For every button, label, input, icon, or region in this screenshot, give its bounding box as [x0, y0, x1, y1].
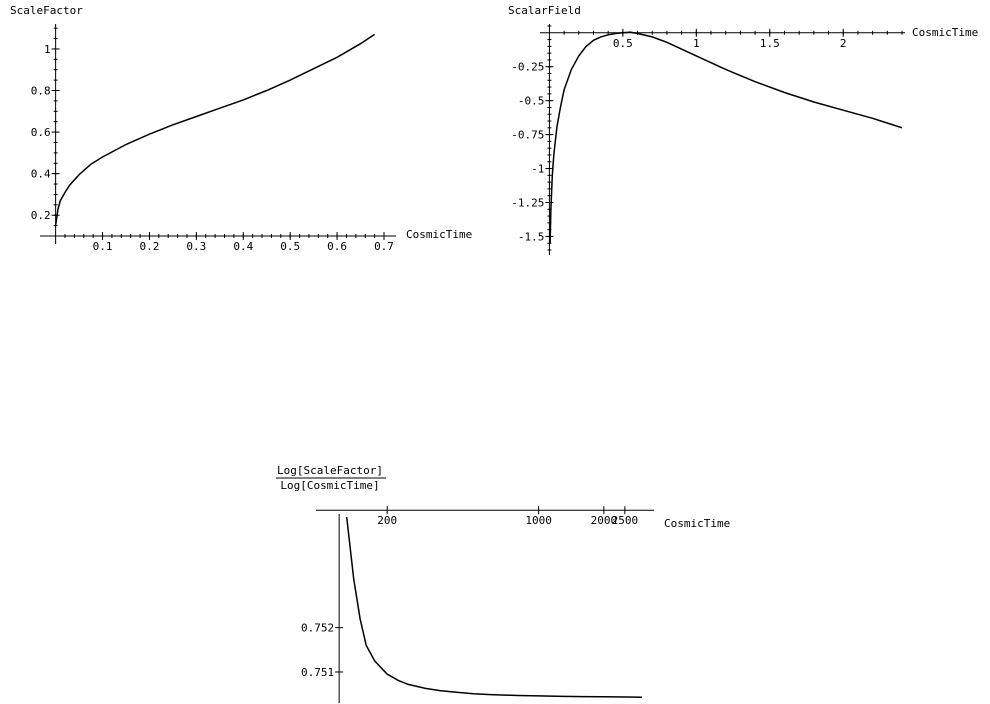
- plot1-y-tick-label: 0.8: [31, 85, 51, 98]
- plot1-x-tick-label: 0.6: [327, 240, 347, 253]
- plot1-y-tick-label: 1: [44, 43, 51, 56]
- plot2-x-tick-label: 2: [840, 37, 847, 50]
- plot1-y-tick-label: 0.6: [31, 126, 51, 139]
- plot1-group: 0.1 0.2 0.3 0.4 0.5 0.6 0.7 0.2 0.4 0.6 0.8 1 Cosmic…: [10, 4, 472, 253]
- plot1-x-tick-label: 0.1: [93, 240, 113, 253]
- plot1-y-axis-label: ScaleFactor: [10, 4, 83, 17]
- plot3-y-axis-label-numerator: Log[ScaleFactor]: [277, 464, 383, 477]
- plot2-x-axis-label: CosmicTime: [912, 26, 978, 39]
- plot1-x-tick-label: 0.4: [233, 240, 253, 253]
- plot3-y-axis-label-denominator: Log[CosmicTime]: [280, 479, 379, 492]
- plot2-y-tick-label: -0.75: [511, 129, 544, 142]
- plot2-y-axis-label: ScalarField: [508, 4, 581, 17]
- plot2-y-tick-label: -0.5: [518, 95, 545, 108]
- plot3-x-tick-label: 2500: [612, 514, 639, 527]
- plot1-x-tick-label: 0.2: [140, 240, 160, 253]
- plot2-y-tick-label: -1.5: [518, 230, 545, 243]
- plot2-group: 0.5 1 1.5 2 -0.25 -0.5 -0.75 -1 -1.25 -1.5 CosmicT…: [508, 4, 978, 255]
- plot2-y-tick-label: -1: [531, 163, 544, 176]
- plot1-x-tick-label: 0.7: [374, 240, 394, 253]
- plot3-series-line: [345, 516, 643, 698]
- plot1-x-axis-label: CosmicTime: [406, 228, 472, 241]
- plot1-x-tick-label: 0.3: [186, 240, 206, 253]
- plot1-y-tick-label: 0.2: [31, 209, 51, 222]
- plot3-x-axis-label: CosmicTime: [664, 517, 730, 530]
- plot2-y-tick-label: -1.25: [511, 196, 544, 209]
- plot2-x-tick-label: 1: [693, 37, 700, 50]
- plot2-x-tick-label: 0.5: [613, 37, 633, 50]
- plot2-series-line: [549, 31, 903, 244]
- plot1-y-tick-label: 0.4: [31, 168, 51, 181]
- plot3-x-tick-label: 1000: [525, 514, 552, 527]
- plot3-x-tick-label: 200: [377, 514, 397, 527]
- plot2-x-tick-label: 1.5: [760, 37, 780, 50]
- plot2-y-tick-label: -0.25: [511, 61, 544, 74]
- plot3-x-tick-label: 2000: [591, 514, 618, 527]
- plot1-series-line: [54, 33, 376, 226]
- plot1-x-tick-label: 0.5: [280, 240, 300, 253]
- plot3-y-tick-label: 0.752: [301, 622, 334, 635]
- plot3-y-tick-label: 0.751: [301, 666, 334, 679]
